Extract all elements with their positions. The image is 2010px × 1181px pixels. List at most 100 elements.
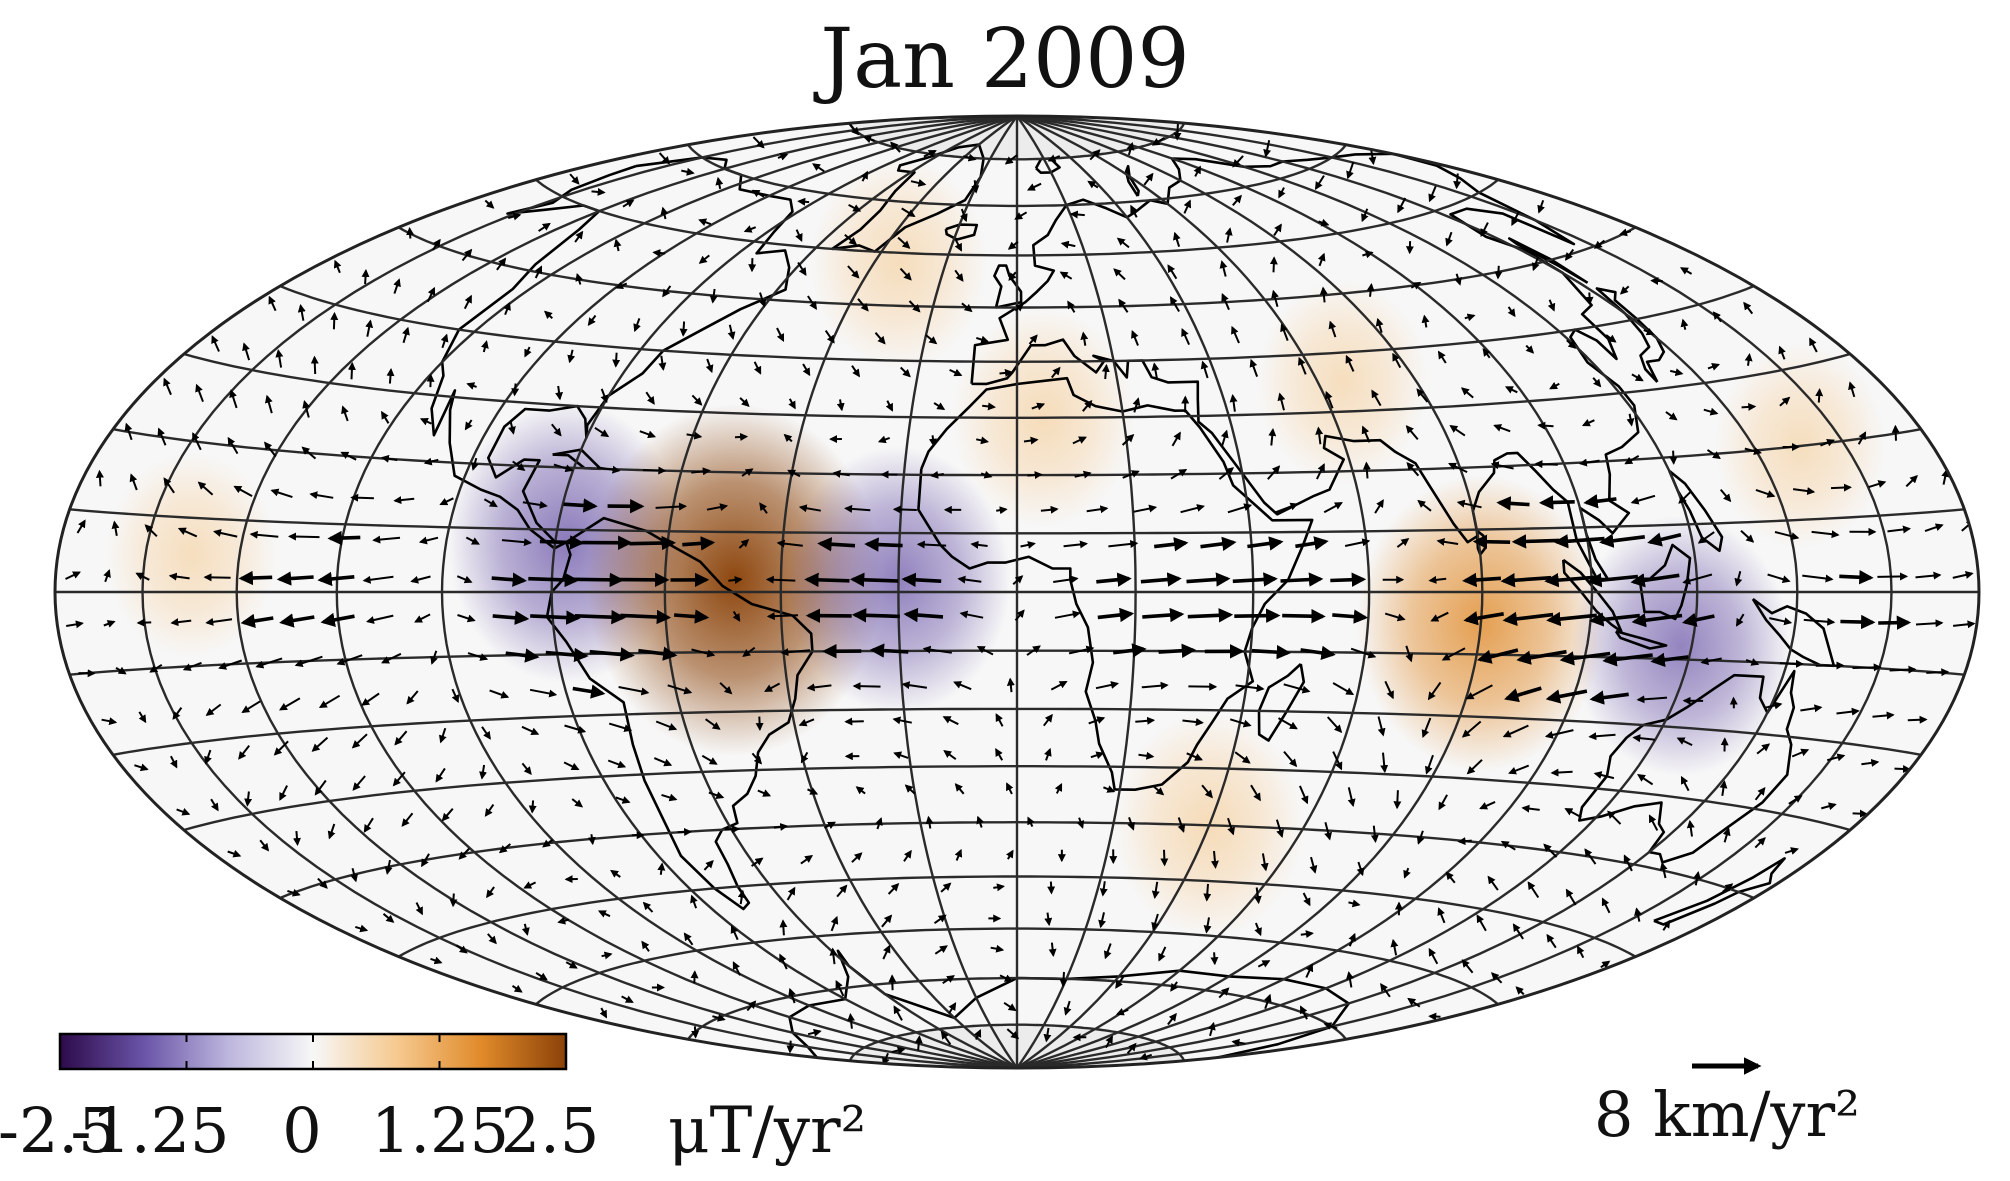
flow-arrow bbox=[930, 470, 944, 479]
flow-arrow bbox=[1511, 211, 1520, 227]
flow-arrow bbox=[949, 368, 963, 377]
flow-arrow bbox=[1158, 643, 1197, 658]
flow-arrow bbox=[975, 436, 989, 445]
flow-arrow bbox=[1040, 505, 1059, 514]
flow-arrow bbox=[481, 726, 491, 740]
flow-arrow bbox=[741, 468, 754, 477]
flow-arrow bbox=[521, 725, 540, 735]
flow-arrow bbox=[1133, 504, 1158, 513]
flow-arrow bbox=[1088, 716, 1106, 725]
flow-arrow bbox=[1186, 572, 1231, 587]
flow-arrow bbox=[76, 519, 86, 534]
flow-arrow bbox=[1101, 363, 1110, 380]
flow-arrow bbox=[301, 446, 317, 460]
flow-arrow bbox=[1544, 729, 1574, 739]
flow-arrow bbox=[1067, 300, 1076, 313]
flow-arrow bbox=[1589, 690, 1629, 705]
flow-arrow bbox=[993, 883, 1005, 892]
flow-arrow bbox=[691, 1026, 700, 1039]
flow-arrow bbox=[507, 212, 522, 221]
flow-arrow bbox=[971, 180, 980, 194]
flow-arrow bbox=[1280, 323, 1289, 341]
flow-arrow bbox=[1115, 974, 1126, 989]
flow-arrow bbox=[134, 763, 149, 772]
flow-arrow bbox=[615, 796, 631, 804]
flow-arrow bbox=[1005, 849, 1014, 860]
flow-arrow bbox=[990, 944, 1005, 953]
flow-arrow bbox=[1502, 611, 1554, 627]
flow-arrow bbox=[508, 421, 516, 435]
flow-arrow bbox=[1416, 830, 1425, 845]
flow-arrow bbox=[851, 365, 861, 378]
flow-arrow bbox=[1219, 260, 1228, 277]
flow-arrow bbox=[639, 430, 657, 439]
flow-arrow bbox=[361, 692, 380, 706]
flow-arrow bbox=[382, 913, 395, 923]
flow-arrow bbox=[621, 995, 634, 1003]
flow-arrow bbox=[503, 302, 511, 316]
flow-arrow bbox=[703, 860, 714, 871]
flow-arrow bbox=[1356, 861, 1365, 877]
flow-arrow bbox=[572, 684, 606, 699]
flow-arrow bbox=[430, 956, 443, 965]
flow-arrow bbox=[807, 1028, 822, 1037]
coastline-uk bbox=[993, 264, 1023, 309]
flow-arrow bbox=[1076, 817, 1085, 829]
flow-arrow bbox=[1941, 468, 1950, 485]
flow-arrow bbox=[1347, 787, 1356, 808]
flow-arrow bbox=[1769, 617, 1793, 626]
flow-arrow bbox=[800, 854, 814, 865]
flow-arrow bbox=[1264, 993, 1272, 1010]
flow-arrow bbox=[318, 694, 341, 709]
flow-arrow bbox=[1182, 718, 1204, 726]
flow-arrow bbox=[1592, 377, 1602, 388]
flow-arrow bbox=[157, 427, 167, 446]
flow-arrow bbox=[1257, 960, 1271, 968]
flow-arrow bbox=[777, 153, 789, 161]
flow-arrow bbox=[259, 839, 270, 852]
flow-arrow bbox=[1531, 257, 1540, 272]
flow-arrow bbox=[1436, 537, 1459, 546]
flow-arrow bbox=[954, 269, 964, 282]
flow-arrow bbox=[802, 363, 811, 377]
flow-arrow bbox=[709, 288, 718, 304]
flow-arrow bbox=[327, 823, 336, 840]
flow-arrow bbox=[1135, 716, 1156, 725]
flow-arrow bbox=[1406, 461, 1420, 477]
flow-arrow bbox=[297, 304, 306, 321]
flow-arrow bbox=[1126, 1042, 1137, 1055]
flow-arrow bbox=[355, 924, 369, 933]
flow-arrow bbox=[1218, 467, 1235, 480]
flow-arrow bbox=[1428, 947, 1439, 965]
flow-arrow bbox=[491, 572, 527, 587]
flow-arrow bbox=[1231, 325, 1240, 344]
flow-arrow bbox=[211, 335, 220, 352]
flow-arrow bbox=[847, 1013, 856, 1029]
coastline-africa bbox=[917, 376, 1314, 791]
flow-arrow bbox=[1811, 530, 1840, 539]
flow-arrow bbox=[629, 535, 677, 551]
flow-arrow bbox=[1784, 847, 1799, 855]
flow-arrow bbox=[1462, 572, 1502, 588]
flow-arrow bbox=[600, 388, 609, 404]
parallel bbox=[535, 927, 1499, 1006]
flow-arrow bbox=[1193, 165, 1201, 177]
flow-arrow bbox=[320, 612, 355, 627]
flow-arrow bbox=[1516, 649, 1567, 665]
flow-arrow bbox=[1059, 971, 1068, 988]
flow-arrow bbox=[1396, 538, 1410, 548]
flow-arrow bbox=[1623, 854, 1633, 872]
flow-arrow bbox=[1142, 607, 1185, 623]
flow-arrow bbox=[1448, 462, 1468, 474]
flow-arrow bbox=[1177, 817, 1186, 833]
flow-arrow bbox=[435, 767, 446, 783]
flow-arrow bbox=[657, 862, 666, 875]
flow-arrow bbox=[1151, 913, 1159, 931]
flow-arrow bbox=[1140, 572, 1182, 587]
flow-arrow bbox=[1275, 502, 1299, 514]
flow-arrow bbox=[481, 340, 489, 353]
flow-arrow bbox=[638, 646, 678, 661]
flow-arrow bbox=[564, 724, 587, 734]
flow-arrow bbox=[1887, 525, 1911, 534]
